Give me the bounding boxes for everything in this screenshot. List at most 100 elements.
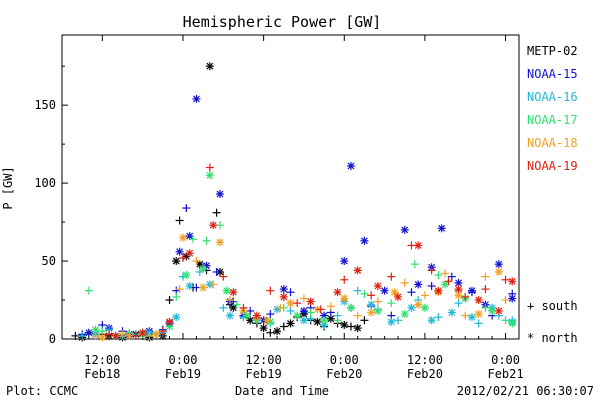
data-point-north <box>306 297 315 306</box>
data-point-south <box>420 291 429 300</box>
data-point-north <box>185 249 194 258</box>
data-point-north <box>508 319 517 328</box>
data-point-south <box>219 272 228 281</box>
data-point-south <box>394 316 403 325</box>
data-point-north <box>262 316 271 325</box>
data-point-south <box>360 289 369 298</box>
data-point-south <box>209 280 218 289</box>
data-point-south <box>387 272 396 281</box>
data-point-south <box>205 163 214 172</box>
data-point-south <box>444 277 453 286</box>
data-point-south <box>178 253 187 262</box>
data-point-south <box>326 302 335 311</box>
data-point-south <box>340 275 349 284</box>
data-point-north <box>420 303 429 312</box>
data-point-south <box>407 241 416 250</box>
x-tick-time-label: 0:00 <box>330 353 359 367</box>
data-point-north <box>346 161 355 170</box>
data-point-north <box>494 306 503 315</box>
data-point-north <box>367 308 376 317</box>
x-tick-date-label: Feb20 <box>326 367 362 381</box>
data-point-south <box>353 286 362 295</box>
data-point-north <box>226 311 235 320</box>
data-point-south <box>276 303 285 312</box>
data-point-north <box>205 171 214 180</box>
data-point-south <box>400 278 409 287</box>
y-tick-label: 100 <box>34 176 56 190</box>
data-point-south <box>434 271 443 280</box>
data-point-north <box>400 225 409 234</box>
data-point-north <box>414 300 423 309</box>
data-point-south <box>172 292 181 301</box>
data-point-north <box>494 260 503 269</box>
plot-credit: Plot: CCMC <box>6 384 78 398</box>
data-point-south <box>266 286 275 295</box>
data-point-south <box>91 331 100 340</box>
data-point-north <box>414 280 423 289</box>
data-point-north <box>299 316 308 325</box>
data-point-south <box>474 319 483 328</box>
data-point-north <box>400 310 409 319</box>
data-point-south <box>427 281 436 290</box>
data-point-north <box>390 288 399 297</box>
data-point-south <box>333 316 342 325</box>
data-point-south <box>454 299 463 308</box>
data-point-north <box>84 328 93 337</box>
x-tick-date-label: Feb20 <box>407 367 443 381</box>
data-point-south <box>71 331 80 340</box>
data-point-north <box>185 281 194 290</box>
data-point-north <box>195 260 204 269</box>
x-tick-date-label: Feb19 <box>246 367 282 381</box>
data-point-north <box>320 316 329 325</box>
data-point-south <box>266 328 275 337</box>
data-point-south <box>219 303 228 312</box>
data-point-south <box>131 331 140 340</box>
data-point-north <box>414 241 423 250</box>
data-point-north <box>273 327 282 336</box>
data-point-north <box>299 306 308 315</box>
data-point-south <box>441 269 450 278</box>
data-point-north <box>407 303 416 312</box>
data-point-north <box>98 333 107 342</box>
data-point-north <box>192 94 201 103</box>
data-point-north <box>125 331 134 340</box>
data-point-south <box>182 204 191 213</box>
y-axis-label: P [GW] <box>1 166 15 209</box>
north-marker-legend: * north <box>527 331 578 345</box>
data-point-south <box>212 267 221 276</box>
data-point-south <box>189 235 198 244</box>
data-point-north <box>488 306 497 315</box>
data-point-north <box>165 317 174 326</box>
data-point-north <box>215 190 224 199</box>
x-tick-date-label: Feb18 <box>84 367 120 381</box>
legend-entry: NOAA-19 <box>527 159 578 173</box>
data-point-north <box>508 277 517 286</box>
data-point-south <box>145 331 154 340</box>
data-point-south <box>387 299 396 308</box>
data-points <box>71 62 517 342</box>
x-axis-label: Date and Time <box>235 384 329 398</box>
data-point-south <box>373 297 382 306</box>
data-point-south <box>427 266 436 275</box>
chart-title: Hemispheric Power [GW] <box>183 13 382 31</box>
data-point-north <box>286 299 295 308</box>
data-point-south <box>306 308 315 317</box>
y-tick-label: 150 <box>34 98 56 112</box>
data-point-south <box>293 299 302 308</box>
data-point-north <box>172 313 181 322</box>
data-point-north <box>279 292 288 301</box>
data-point-south <box>316 305 325 314</box>
data-point-south <box>501 275 510 284</box>
axis-ticks: 05010015012:00Feb180:00Feb1912:00Feb190:… <box>34 35 524 381</box>
data-point-north <box>474 296 483 305</box>
data-point-south <box>286 306 295 315</box>
data-point-north <box>373 306 382 315</box>
data-point-north <box>242 311 251 320</box>
data-point-south <box>232 300 241 309</box>
data-point-south <box>215 221 224 230</box>
data-point-south <box>346 322 355 331</box>
data-point-north <box>454 285 463 294</box>
data-point-north <box>427 316 436 325</box>
data-point-north <box>394 292 403 301</box>
legend-entry: NOAA-16 <box>527 90 578 104</box>
